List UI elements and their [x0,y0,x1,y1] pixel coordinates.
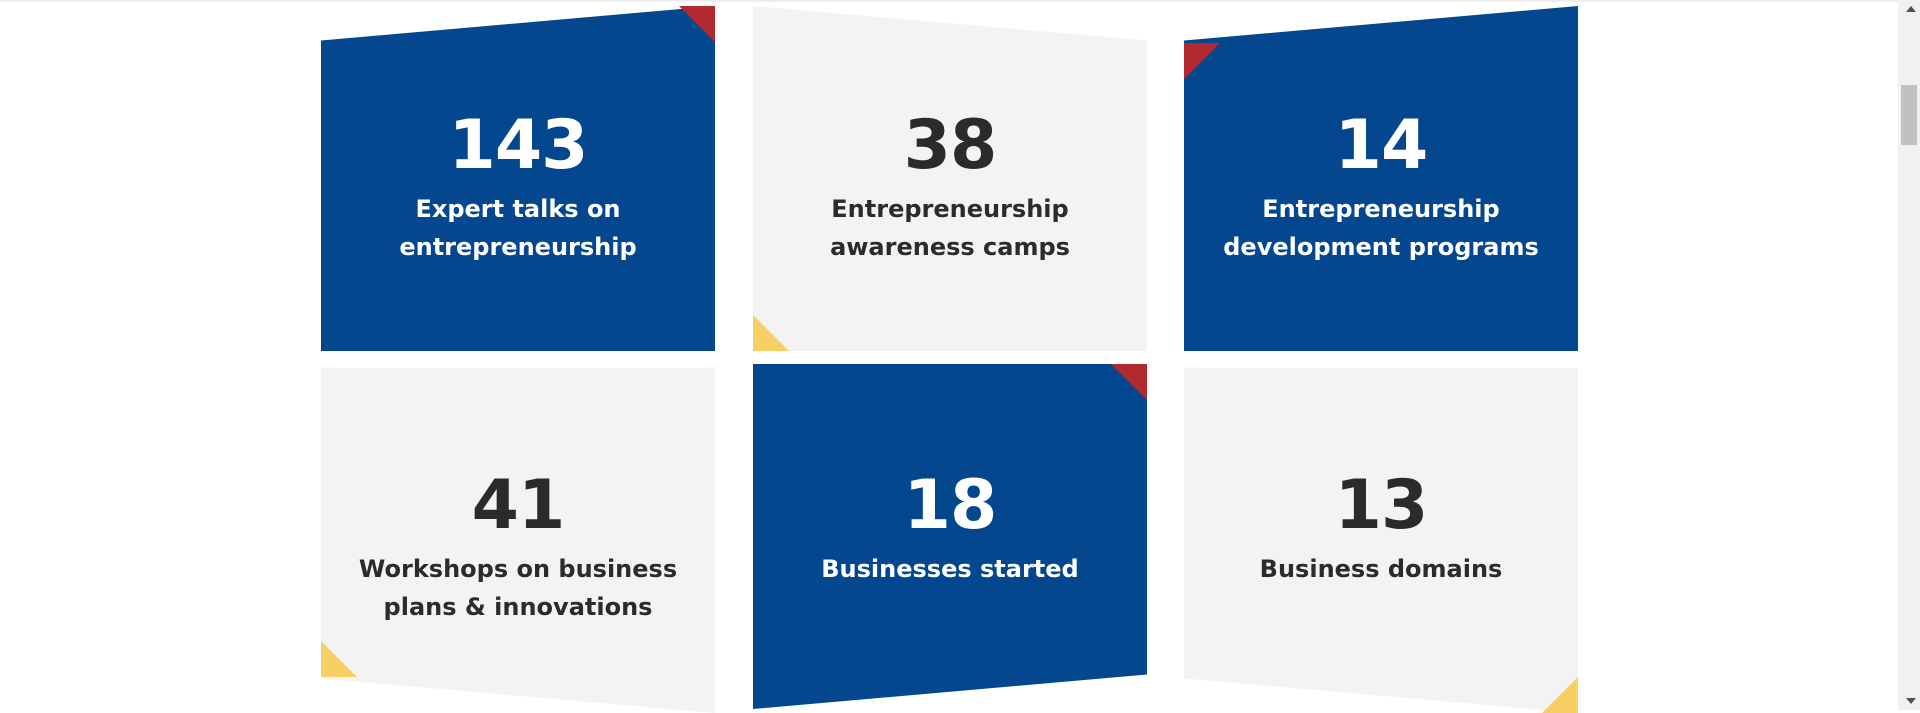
card-background [321,6,715,351]
yellow-corner-accent [321,641,357,677]
stat-label: Entrepreneurship development programs [1223,195,1539,261]
card-background [1184,6,1578,351]
scroll-up-icon[interactable] [1906,6,1916,12]
stat-number: 18 [903,466,998,545]
red-corner-accent [679,6,715,42]
card-background [753,6,1147,351]
stat-number: 38 [903,106,998,185]
stat-label: Workshops on business plans & innovation… [358,555,678,621]
yellow-corner-accent [753,315,789,351]
stat-card-expert-talks: 143 Expert talks on entrepreneurship [321,6,715,351]
stat-label: Expert talks on entrepreneurship [399,195,637,261]
card-background [753,364,1147,709]
stat-card-businesses-started: 18 Businesses started [753,364,1147,709]
stat-number: 143 [448,106,589,185]
stat-number: 13 [1334,466,1429,545]
stat-number: 14 [1334,106,1429,185]
stat-card-awareness-camps: 38 Entrepreneurship awareness camps [753,6,1147,351]
yellow-corner-accent [1542,677,1578,713]
stat-card-development-programs: 14 Entrepreneurship development programs [1184,6,1578,351]
vertical-scrollbar[interactable] [1898,0,1920,710]
top-edge-shadow [0,0,1898,3]
card-background [1184,368,1578,713]
stat-card-business-domains: 13 Business domains [1184,368,1578,713]
red-corner-accent [1184,43,1220,79]
card-background [321,368,715,713]
stat-card-workshops: 41 Workshops on business plans & innovat… [321,368,715,713]
stat-label: Business domains [1259,555,1503,583]
stat-label: Entrepreneurship awareness camps [830,195,1070,261]
scroll-down-icon[interactable] [1906,698,1916,704]
stat-number: 41 [471,466,566,545]
scrollbar-thumb[interactable] [1901,85,1917,145]
stat-label: Businesses started [821,555,1079,583]
red-corner-accent [1111,364,1147,400]
